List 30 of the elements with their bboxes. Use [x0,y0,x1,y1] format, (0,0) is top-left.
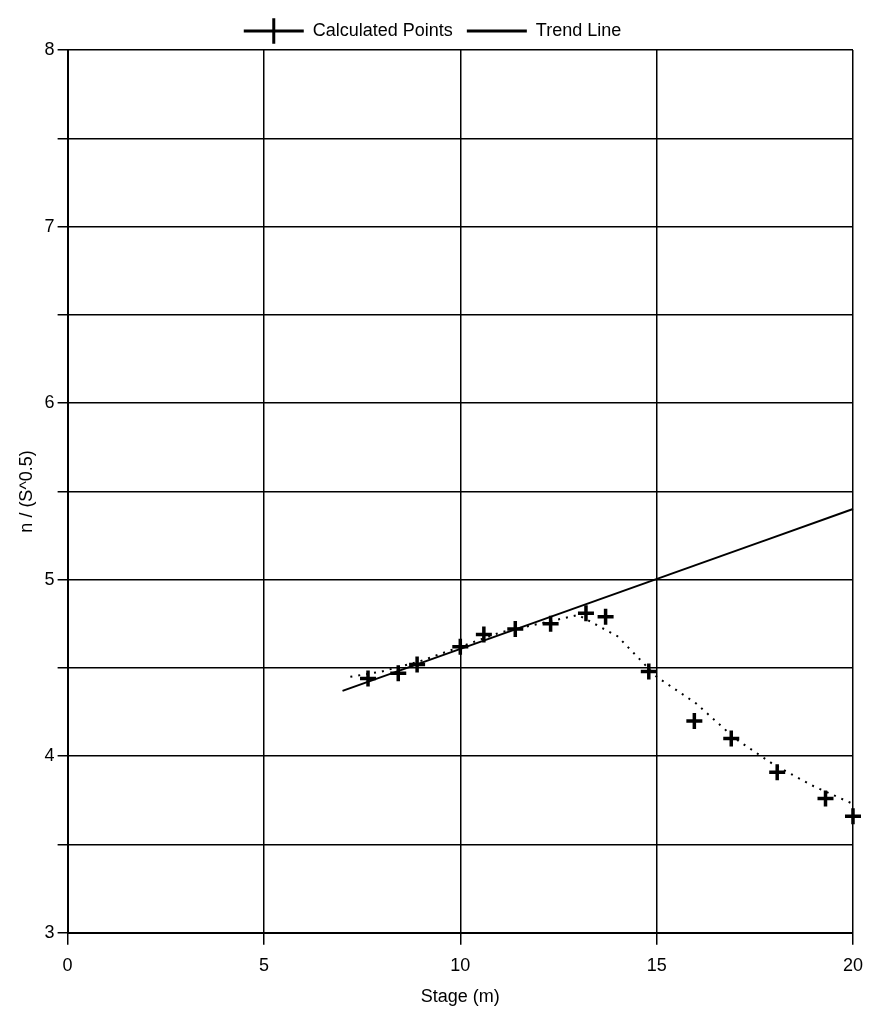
x-tick-label: 10 [450,954,471,975]
y-tick-label: 7 [44,215,55,236]
point [358,668,378,689]
point [540,614,561,634]
y-tick-label: 8 [44,38,55,59]
point [721,728,742,749]
y-tick-label: 5 [44,568,55,589]
point [407,654,427,675]
x-tick-label: 5 [258,954,269,975]
x-axis-title: Stage (m) [420,986,500,1007]
point [684,711,705,731]
point [450,637,471,657]
point [505,619,526,639]
point [639,661,659,682]
y-tick-label: 6 [44,392,55,413]
y-tick-label: 3 [44,921,55,942]
x-tick-label: 20 [842,954,863,975]
point [576,603,596,623]
point [843,806,863,827]
legend-label: Trend Line [535,19,622,40]
y-axis-title: n / (S^0.5) [15,450,36,533]
point [595,607,616,627]
y-tick-label: 4 [44,745,55,766]
point [815,788,836,809]
point [767,762,787,782]
x-tick-label: 0 [62,954,73,975]
point [388,663,409,684]
x-tick-label: 15 [646,954,667,975]
legend-label: Calculated Points [312,19,453,40]
point [474,624,494,645]
